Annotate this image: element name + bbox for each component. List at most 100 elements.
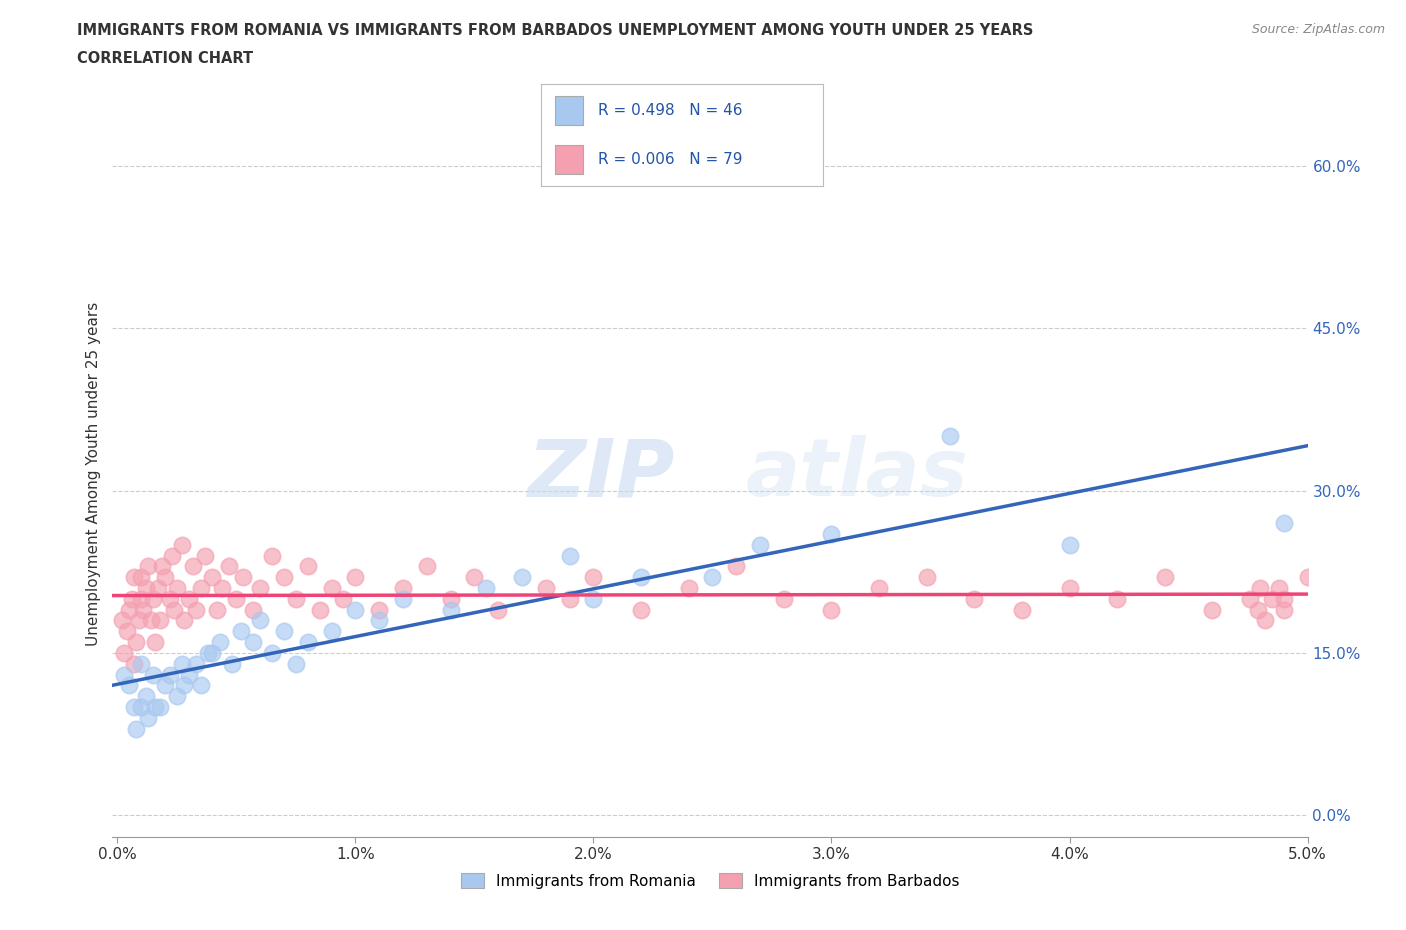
- Point: [146, 580, 169, 595]
- Point: [194, 548, 217, 563]
- Point: [149, 699, 172, 714]
- Point: [868, 580, 890, 595]
- Point: [273, 624, 295, 639]
- Point: [678, 580, 700, 595]
- Point: [159, 667, 181, 682]
- Point: [439, 591, 461, 606]
- Point: [510, 570, 533, 585]
- Point: [582, 570, 605, 585]
- Point: [166, 580, 188, 595]
- Bar: [555, 96, 583, 125]
- Point: [118, 603, 141, 618]
- Point: [1107, 591, 1129, 606]
- Point: [242, 603, 264, 618]
- Point: [1201, 603, 1223, 618]
- Point: [111, 613, 134, 628]
- Point: [122, 657, 145, 671]
- Point: [170, 538, 193, 552]
- Point: [136, 559, 159, 574]
- Point: [242, 634, 264, 649]
- Point: [582, 591, 605, 606]
- Point: [177, 591, 200, 606]
- Point: [297, 559, 319, 574]
- Point: [118, 678, 141, 693]
- Point: [702, 570, 724, 585]
- Point: [201, 570, 224, 585]
- Point: [630, 603, 652, 618]
- Point: [136, 711, 159, 725]
- Point: [121, 591, 143, 606]
- Point: [332, 591, 354, 606]
- Point: [190, 580, 212, 595]
- Text: R = 0.498   N = 46: R = 0.498 N = 46: [598, 103, 742, 118]
- Point: [115, 624, 138, 639]
- Text: ZIP: ZIP: [527, 435, 675, 513]
- Point: [159, 591, 181, 606]
- Point: [249, 613, 271, 628]
- Point: [232, 570, 254, 585]
- Y-axis label: Unemployment Among Youth under 25 years: Unemployment Among Youth under 25 years: [86, 302, 101, 646]
- Point: [463, 570, 485, 585]
- Point: [183, 559, 205, 574]
- Point: [439, 603, 461, 618]
- Point: [142, 591, 165, 606]
- Point: [142, 667, 165, 682]
- Point: [630, 570, 652, 585]
- Point: [1011, 603, 1033, 618]
- Point: [1296, 570, 1319, 585]
- Point: [725, 559, 748, 574]
- Point: [915, 570, 938, 585]
- Point: [1059, 580, 1081, 595]
- Point: [1272, 515, 1295, 530]
- Point: [1059, 538, 1081, 552]
- Point: [475, 580, 498, 595]
- Text: Source: ZipAtlas.com: Source: ZipAtlas.com: [1251, 23, 1385, 36]
- Point: [260, 645, 283, 660]
- Point: [284, 591, 307, 606]
- Point: [201, 645, 224, 660]
- Point: [153, 570, 176, 585]
- Point: [344, 570, 367, 585]
- Point: [125, 722, 148, 737]
- Point: [308, 603, 330, 618]
- Point: [284, 657, 307, 671]
- Point: [125, 634, 148, 649]
- Point: [963, 591, 986, 606]
- Point: [1249, 580, 1271, 595]
- Bar: [555, 145, 583, 174]
- Point: [129, 699, 152, 714]
- Point: [149, 613, 172, 628]
- Point: [184, 603, 207, 618]
- Point: [143, 699, 166, 714]
- Point: [211, 580, 233, 595]
- Point: [153, 678, 176, 693]
- Legend: Immigrants from Romania, Immigrants from Barbados: Immigrants from Romania, Immigrants from…: [454, 867, 966, 895]
- Point: [160, 548, 183, 563]
- Point: [1272, 591, 1295, 606]
- Point: [297, 634, 319, 649]
- Point: [249, 580, 271, 595]
- Point: [392, 580, 415, 595]
- Point: [749, 538, 772, 552]
- Point: [129, 570, 152, 585]
- Point: [321, 624, 343, 639]
- Point: [184, 657, 207, 671]
- Point: [152, 559, 174, 574]
- Point: [225, 591, 247, 606]
- Point: [207, 603, 229, 618]
- Text: CORRELATION CHART: CORRELATION CHART: [77, 51, 253, 66]
- Point: [112, 667, 135, 682]
- Point: [1272, 603, 1295, 618]
- Point: [208, 634, 231, 649]
- Point: [163, 603, 186, 618]
- Point: [129, 657, 152, 671]
- Point: [166, 689, 188, 704]
- Point: [368, 613, 391, 628]
- Point: [190, 678, 212, 693]
- Point: [173, 613, 195, 628]
- Point: [129, 591, 152, 606]
- Point: [1261, 591, 1284, 606]
- Point: [939, 429, 962, 444]
- Point: [1268, 580, 1291, 595]
- Text: atlas: atlas: [747, 435, 969, 513]
